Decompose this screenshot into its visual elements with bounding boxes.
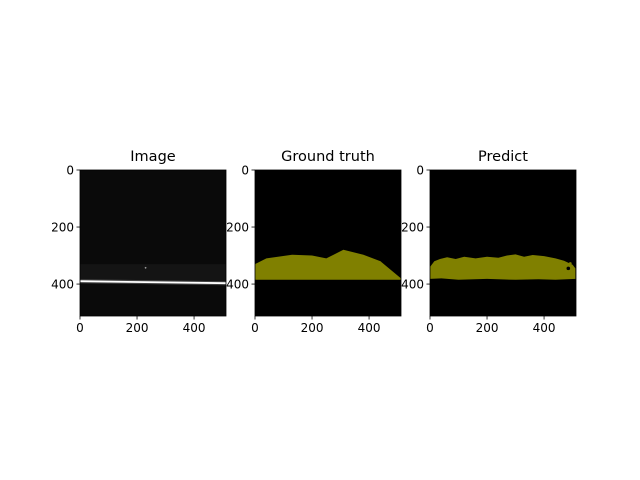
ground-truth-xtick-label: 400 — [358, 321, 381, 335]
predict-xtick-label: 0 — [426, 321, 434, 335]
ground-truth-ytick-label: 200 — [226, 220, 249, 234]
predict-xtick-label: 200 — [476, 321, 499, 335]
image-xtick-label: 200 — [126, 321, 149, 335]
panel-predict: Predict 0 200 400 0 200 400 — [401, 149, 577, 335]
ground-truth-ytick-label: 400 — [226, 277, 249, 291]
predict-mask-blob — [568, 262, 572, 265]
predict-axes-frame — [429, 169, 577, 317]
ground-truth-xtick-label: 0 — [251, 321, 259, 335]
predict-ytick-label: 400 — [401, 277, 424, 291]
ground-truth-ytick-label: 0 — [241, 163, 249, 177]
ground-truth-axes-frame — [254, 169, 402, 317]
predict-content — [430, 254, 576, 280]
panel-ground-truth: Ground truth 0 200 400 0 200 400 — [226, 149, 402, 335]
predict-mask-hole — [566, 266, 571, 271]
image-title: Image — [130, 149, 175, 165]
image-canvas — [80, 170, 226, 316]
image-ytick-label: 400 — [51, 277, 74, 291]
ground-truth-mask-region — [255, 249, 401, 280]
image-xtick-label: 0 — [76, 321, 84, 335]
image-streak — [80, 280, 226, 285]
predict-ytick-label: 0 — [416, 163, 424, 177]
predict-xtick-label: 400 — [533, 321, 556, 335]
ground-truth-content — [255, 249, 401, 280]
image-ytick-label: 200 — [51, 220, 74, 234]
predict-title: Predict — [478, 149, 528, 165]
ground-truth-xtick-label: 200 — [301, 321, 324, 335]
predict-ytick-label: 200 — [401, 220, 424, 234]
image-speckle-band — [80, 264, 226, 282]
image-bright-dot — [144, 266, 147, 269]
ground-truth-canvas — [255, 170, 401, 316]
image-axes-frame — [79, 169, 227, 317]
image-ytick-label: 0 — [66, 163, 74, 177]
image-xtick-label: 400 — [183, 321, 206, 335]
predict-mask-region — [430, 254, 576, 280]
image-content — [80, 264, 226, 286]
ground-truth-title: Ground truth — [281, 149, 375, 165]
predict-canvas — [430, 170, 576, 316]
panel-image: Image 0 200 400 0 200 400 — [51, 149, 227, 335]
